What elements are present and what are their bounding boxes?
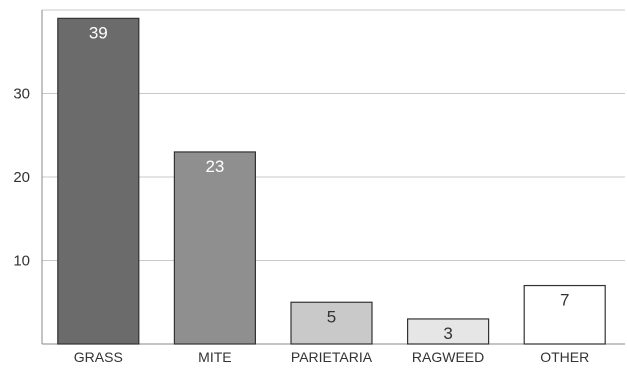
category-labels: GRASS MITE PARIETARIA RAGWEED OTHER [74,349,589,365]
bars: 39 23 5 3 7 [57,17,606,345]
y-tick-label: 10 [13,253,30,270]
category-label-ragweed: RAGWEED [412,349,484,365]
category-label-other: OTHER [540,349,589,365]
bar-ragweed [407,318,490,345]
y-tick-label: 30 [13,86,30,103]
category-label-parietaria: PARIETARIA [291,349,373,365]
bar-other [523,284,606,345]
bar-parietaria [290,301,373,345]
data-label-mite: 23 [205,157,224,176]
data-label-other: 7 [560,291,569,310]
category-label-mite: MITE [198,349,231,365]
data-label-ragweed: 3 [443,324,452,343]
y-tick-labels: 10 20 30 [13,86,30,270]
bar-mite [173,151,256,345]
bar-grass [57,17,140,345]
data-label-parietaria: 5 [327,307,336,326]
y-tick-label: 20 [13,169,30,186]
category-label-grass: GRASS [74,349,123,365]
data-label-grass: 39 [89,23,108,42]
